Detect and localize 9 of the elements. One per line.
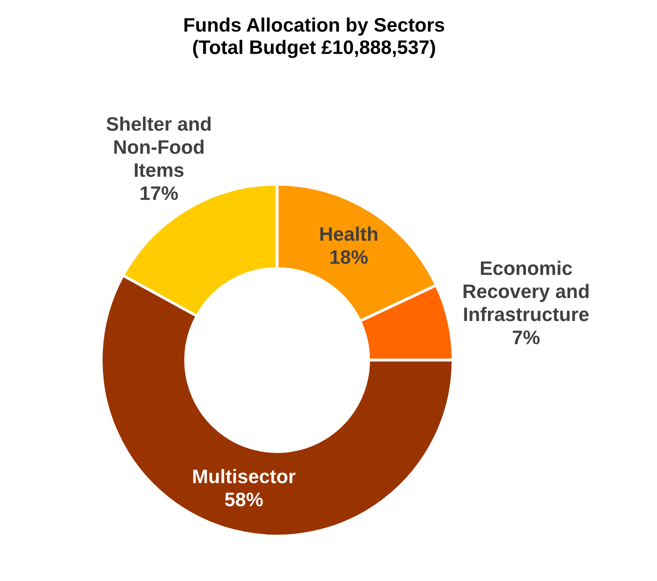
- data-label: 18%: [330, 250, 368, 264]
- slice-label: Health: [320, 226, 378, 241]
- data-label: 58%: [225, 492, 263, 506]
- slice-label: Shelter and Non-Food Items: [106, 116, 211, 177]
- slice-label: Multisector: [193, 469, 296, 484]
- slice-label: Economic Recovery and Infrastructure: [464, 260, 589, 322]
- data-label: 7%: [512, 330, 540, 344]
- data-label: 17%: [140, 186, 178, 200]
- chart-title: Funds Allocation by Sectors (Total Budget £10,888,537): [184, 17, 444, 58]
